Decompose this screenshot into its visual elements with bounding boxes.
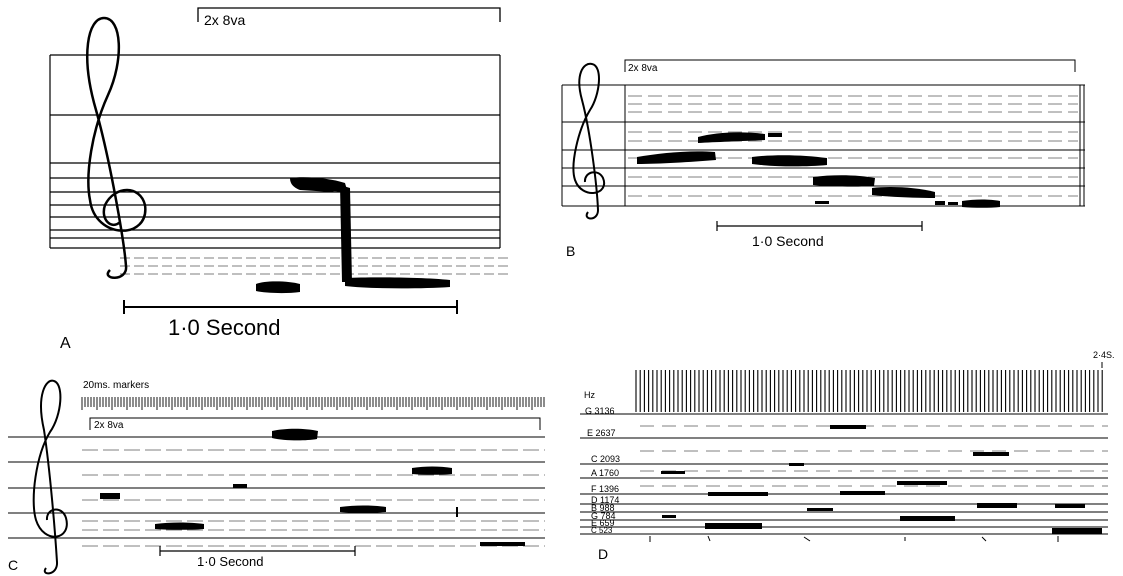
trace-segment-d14 <box>1052 528 1102 534</box>
trace-segment-d4 <box>661 471 685 474</box>
trace-segment-c1 <box>272 428 318 441</box>
trace-segment-c7 <box>155 522 204 530</box>
trace-segment-d9 <box>1055 504 1085 508</box>
trace-segment-b3 <box>768 133 782 137</box>
octave-bracket-b <box>624 59 1076 72</box>
pitch-label: D 1174 <box>591 495 619 505</box>
trace-segment-d13 <box>705 523 762 529</box>
pitch-labels-d: G 3136 E 2637 C 2093 A 1760 F 1396 D 117… <box>585 406 620 535</box>
time-scale-label-c: 1·0 Second <box>197 554 264 569</box>
trace-segment-a2 <box>290 177 350 200</box>
trace-segment-a1 <box>256 281 300 294</box>
panel-c: 20ms. markers 2x 8va <box>8 379 545 575</box>
panel-label-c: C <box>8 557 18 573</box>
trace-segment-a3 <box>340 185 352 282</box>
octave-bracket-c <box>89 417 541 430</box>
pitch-lines-d <box>580 413 1108 535</box>
panel-label-b: B <box>566 243 575 259</box>
time-scale-a <box>123 300 458 314</box>
pitch-label: E 2637 <box>587 428 616 438</box>
treble-clef-b <box>572 62 606 220</box>
pitch-trace-c <box>100 428 525 546</box>
pitch-label: G 784 <box>591 511 616 521</box>
pitch-trace-d <box>661 425 1102 534</box>
staff-lines-a <box>49 54 501 249</box>
pitch-trace-a <box>256 177 450 294</box>
trace-segment-b9 <box>962 199 1000 208</box>
trace-segment-c4 <box>412 466 452 475</box>
baseline-ticks-d <box>649 535 1059 542</box>
panel-label-a: A <box>60 335 71 352</box>
time-scale-b <box>716 221 923 231</box>
trace-segment-c6 <box>456 507 458 517</box>
trace-segment-b4 <box>752 155 827 167</box>
trace-segment-d8 <box>977 503 1017 508</box>
panel-a: 2x 8va <box>49 7 510 352</box>
duration-label-d: 2·4S. <box>1093 350 1115 360</box>
octave-label-c: 2x 8va <box>94 420 124 431</box>
treble-clef-a <box>86 16 147 279</box>
trace-segment-b8 <box>948 202 958 205</box>
trace-segment-d1 <box>830 425 866 429</box>
faint-lines-c <box>82 449 545 547</box>
trace-segment-b6 <box>872 187 935 198</box>
trace-segment-b5 <box>813 175 875 187</box>
trace-segment-d7 <box>840 491 885 495</box>
pitch-label: C 523 <box>591 526 613 535</box>
pitch-label: F 1396 <box>591 484 619 494</box>
trace-segment-b7 <box>935 201 945 205</box>
trace-segment-d2 <box>973 452 1009 456</box>
time-scale-label-b: 1·0 Second <box>752 233 824 249</box>
octave-label-b: 2x 8va <box>628 63 658 74</box>
pitch-label: C 2093 <box>591 454 620 464</box>
markers-label-c: 20ms. markers <box>83 380 149 391</box>
pitch-label: E 659 <box>591 518 615 528</box>
faint-lines-d <box>640 425 1108 487</box>
panel-label-d: D <box>598 546 608 562</box>
octave-label-a: 2x 8va <box>204 12 245 28</box>
staff-lines-b <box>561 84 1085 207</box>
pitch-label: G 3136 <box>585 406 615 416</box>
trace-segment-c5 <box>340 505 386 513</box>
time-scale-c <box>159 546 356 556</box>
staff-lines-c <box>8 436 545 539</box>
panel-b: 2x 8va <box>561 59 1085 259</box>
trace-segment-b1 <box>637 151 716 164</box>
pitch-trace-b <box>637 132 1000 208</box>
time-markers-c <box>81 397 545 410</box>
trace-segment-b10 <box>815 201 829 204</box>
trace-segment-d3 <box>789 463 804 466</box>
pitch-label: A 1760 <box>591 468 619 478</box>
time-markers-d <box>635 370 1103 412</box>
time-scale-label-a: 1·0 Second <box>168 315 281 340</box>
trace-segment-c2 <box>100 493 120 499</box>
unit-label-d: Hz <box>584 390 595 400</box>
trace-segment-d12 <box>662 515 676 518</box>
trace-segment-c3 <box>233 484 247 488</box>
trace-segment-c8 <box>480 542 525 546</box>
octave-bracket-a <box>197 7 501 22</box>
panel-d: 2·4S. Hz G 3136 E 2637 C 2093 <box>580 350 1115 562</box>
trace-segment-a4 <box>345 277 450 289</box>
pitch-label: B 988 <box>591 503 615 513</box>
trace-segment-d5 <box>897 481 947 485</box>
trace-segment-d10 <box>807 508 833 511</box>
treble-clef-c <box>32 379 68 575</box>
trace-segment-b2 <box>698 132 765 143</box>
trace-segment-d11 <box>900 516 955 521</box>
trace-segment-d6 <box>708 492 768 496</box>
faint-lines-a <box>120 257 510 275</box>
